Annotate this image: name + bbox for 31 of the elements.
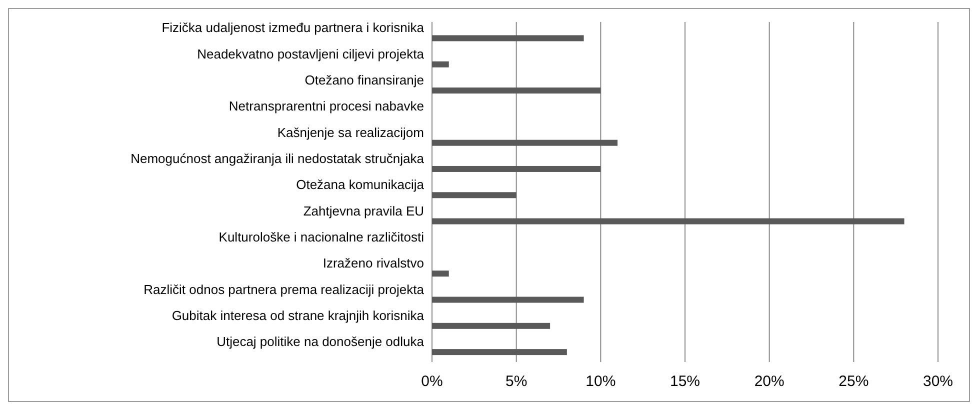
x-tick-label: 0% (421, 373, 443, 390)
x-tick-label: 30% (922, 373, 954, 390)
bar (432, 192, 516, 198)
y-tick-label: Fizička udaljenost između partnera i korisnika (162, 20, 425, 36)
y-tick-label: Otežana komunikacija (296, 177, 425, 192)
bar (432, 140, 618, 146)
y-tick-label: Otežano finansiranje (304, 72, 424, 88)
y-tick-label: Izraženo rivalstvo (322, 256, 424, 271)
bar (432, 322, 550, 329)
x-tick-label: 15% (670, 373, 700, 390)
y-tick-label: Gubitak interesa od strane krajnjih korisnika (172, 308, 425, 323)
bar (432, 61, 449, 68)
bar (432, 88, 601, 94)
y-tick-label: Utjecaj politike na donošenje odluka (216, 334, 425, 350)
x-tick-label: 10% (586, 373, 616, 390)
x-tick-label: 25% (838, 373, 869, 390)
y-tick-label: Kulturološke i nacionalne različitosti (218, 229, 424, 244)
y-tick-label: Različit odnos partnera prema realizaciji projekta (144, 282, 425, 297)
bar (432, 218, 904, 224)
x-tick-label: 20% (754, 373, 784, 390)
bar (432, 35, 584, 42)
y-tick-label: Neadekvatno postavljeni ciljevi projekta (197, 46, 425, 62)
x-tick-label: 5% (505, 373, 528, 390)
bar (432, 296, 584, 303)
y-tick-label: Netransprarentni procesi nabavke (228, 98, 424, 114)
bar (432, 270, 449, 277)
y-tick-label: Kašnjenje sa realizacijom (277, 124, 424, 140)
y-tick-label: Nemogućnost angažiranja ili nedostatak stručnjaka (130, 150, 425, 166)
bar (432, 349, 567, 356)
y-tick-label: Zahtjevna pravila EU (303, 203, 424, 218)
bar (432, 166, 601, 172)
